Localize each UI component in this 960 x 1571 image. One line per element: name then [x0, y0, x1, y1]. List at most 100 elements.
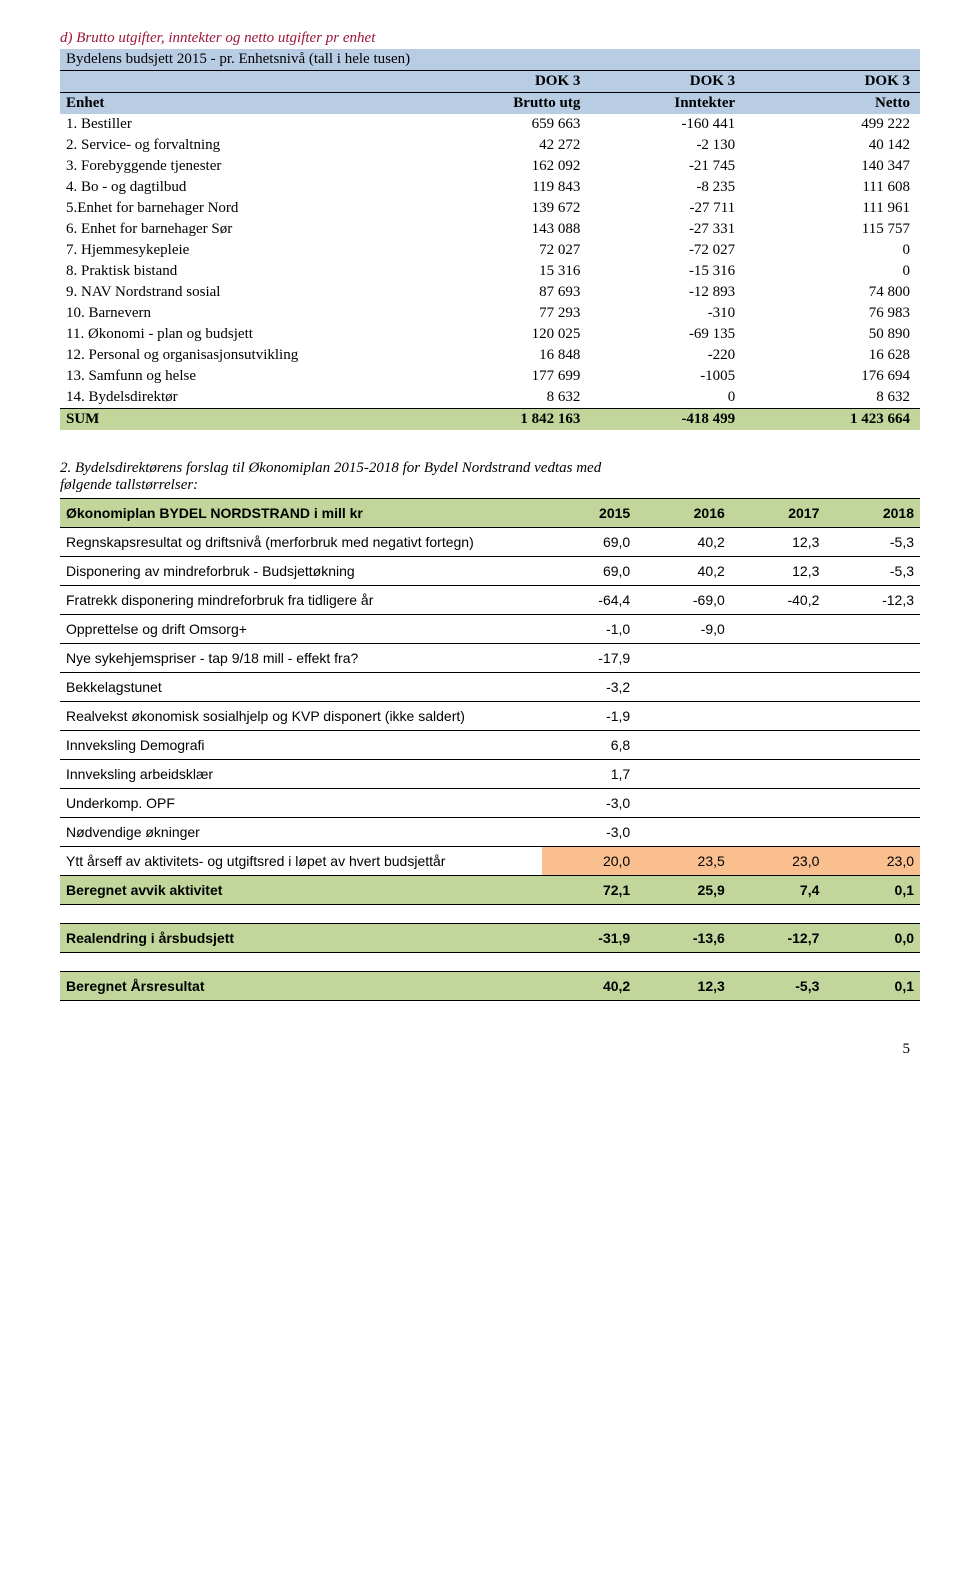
- t3-0: -31,9: [542, 924, 637, 953]
- t1-row-label: 9. NAV Nordstrand sosial: [60, 282, 456, 303]
- t2-row-val: [636, 760, 731, 789]
- t1-row-c: 76 983: [765, 303, 920, 324]
- t1-row-b: -27 331: [610, 219, 765, 240]
- t1-row-label: 4. Bo - og dagtilbud: [60, 177, 456, 198]
- t2-row-label: Underkomp. OPF: [60, 789, 542, 818]
- t1-row-label: 3. Forebyggende tjenester: [60, 156, 456, 177]
- t1-row-b: -220: [610, 345, 765, 366]
- t2-row-val: 23,5: [636, 847, 731, 876]
- t1-row-c: 115 757: [765, 219, 920, 240]
- table-row: 9. NAV Nordstrand sosial87 693-12 89374 …: [60, 282, 920, 303]
- table-row: Bekkelagstunet-3,2: [60, 673, 920, 702]
- t2-row-val: [731, 789, 826, 818]
- t2-year-1: 2016: [636, 499, 731, 528]
- t2-row-val: -1,9: [542, 702, 637, 731]
- t2-row-val: -69,0: [636, 586, 731, 615]
- t2-row-val: [731, 702, 826, 731]
- t2-row-val: [731, 673, 826, 702]
- t2-row-val: [731, 760, 826, 789]
- t2-row-val: [636, 789, 731, 818]
- t1-row-label: 10. Barnevern: [60, 303, 456, 324]
- t2-row-label: Ytt årseff av aktivitets- og utgiftsred …: [60, 847, 542, 876]
- t2-row-label: Opprettelse og drift Omsorg+: [60, 615, 542, 644]
- t2-row-val: 12,3: [731, 557, 826, 586]
- table-row: 14. Bydelsdirektør8 63208 632: [60, 387, 920, 409]
- t2-row-val: 40,2: [636, 528, 731, 557]
- t2-row-val: [636, 702, 731, 731]
- aarsresultat-table: Beregnet Årsresultat 40,2 12,3 -5,3 0,1: [60, 971, 920, 1001]
- table-row: Nye sykehjemspriser - tap 9/18 mill - ef…: [60, 644, 920, 673]
- t1-row-a: 15 316: [456, 261, 611, 282]
- t4-1: 12,3: [636, 972, 731, 1001]
- t2-row-val: 69,0: [542, 528, 637, 557]
- table-row: Fratrekk disponering mindreforbruk fra t…: [60, 586, 920, 615]
- t4-2: -5,3: [731, 972, 826, 1001]
- t1-row-label: 12. Personal og organisasjonsutvikling: [60, 345, 456, 366]
- t2-row-label: Innveksling arbeidsklær: [60, 760, 542, 789]
- t2-header-label: Økonomiplan BYDEL NORDSTRAND i mill kr: [60, 499, 542, 528]
- table-row: Ytt årseff av aktivitets- og utgiftsred …: [60, 847, 920, 876]
- t4-3: 0,1: [825, 972, 920, 1001]
- t2-row-val: [825, 673, 920, 702]
- table-row: Regnskapsresultat og driftsnivå (merforb…: [60, 528, 920, 557]
- t1-col-netto: Netto: [765, 93, 920, 115]
- t1-row-c: 40 142: [765, 135, 920, 156]
- t2-row-label: Regnskapsresultat og driftsnivå (merforb…: [60, 528, 542, 557]
- t1-row-a: 143 088: [456, 219, 611, 240]
- t2-row-val: [825, 789, 920, 818]
- t2-row-val: [636, 673, 731, 702]
- t2-row-val: -9,0: [636, 615, 731, 644]
- t2-row-label: Fratrekk disponering mindreforbruk fra t…: [60, 586, 542, 615]
- t2-row-val: 69,0: [542, 557, 637, 586]
- t1-col-inntekter: Inntekter: [610, 93, 765, 115]
- table-row: Disponering av mindreforbruk - Budsjettø…: [60, 557, 920, 586]
- t1-row-b: -21 745: [610, 156, 765, 177]
- table-row: 12. Personal og organisasjonsutvikling 16…: [60, 345, 920, 366]
- t1-row-c: 16 628: [765, 345, 920, 366]
- t1-row-b: -72 027: [610, 240, 765, 261]
- t2-row-label: Nye sykehjemspriser - tap 9/18 mill - ef…: [60, 644, 542, 673]
- table-row: 11. Økonomi - plan og budsjett120 025-69…: [60, 324, 920, 345]
- t1-row-label: 14. Bydelsdirektør: [60, 387, 456, 409]
- t4-0: 40,2: [542, 972, 637, 1001]
- table-row: 4. Bo - og dagtilbud119 843-8 235111 608: [60, 177, 920, 198]
- t1-row-c: 499 222: [765, 114, 920, 135]
- t1-col-enhet: Enhet: [60, 93, 456, 115]
- t2-row-val: -64,4: [542, 586, 637, 615]
- t3-1: -13,6: [636, 924, 731, 953]
- t2-year-2: 2017: [731, 499, 826, 528]
- t1-row-a: 177 699: [456, 366, 611, 387]
- t2-row-val: [825, 615, 920, 644]
- t2-row-label: Nødvendige økninger: [60, 818, 542, 847]
- t1-col-brutto: Brutto utg: [456, 93, 611, 115]
- t1-row-a: 72 027: [456, 240, 611, 261]
- t2-row-val: 20,0: [542, 847, 637, 876]
- t2-row-val: 1,7: [542, 760, 637, 789]
- t1-row-c: 0: [765, 240, 920, 261]
- t1-row-c: 111 961: [765, 198, 920, 219]
- t2-row-val: -5,3: [825, 528, 920, 557]
- realendring-table: Realendring i årsbudsjett -31,9 -13,6 -1…: [60, 923, 920, 953]
- okonomiplan-table: Økonomiplan BYDEL NORDSTRAND i mill kr 2…: [60, 498, 920, 905]
- t1-row-c: 8 632: [765, 387, 920, 409]
- t2-sum-3: 0,1: [825, 876, 920, 905]
- t2-row-val: -40,2: [731, 586, 826, 615]
- t2-row-val: 12,3: [731, 528, 826, 557]
- t1-row-label: 11. Økonomi - plan og budsjett: [60, 324, 456, 345]
- t3-2: -12,7: [731, 924, 826, 953]
- t2-row-val: [731, 818, 826, 847]
- table-row: Underkomp. OPF-3,0: [60, 789, 920, 818]
- table-row: Nødvendige økninger-3,0: [60, 818, 920, 847]
- t2-row-val: [731, 731, 826, 760]
- table-row: 13. Samfunn og helse177 699-1005176 694: [60, 366, 920, 387]
- t1-row-label: 8. Praktisk bistand: [60, 261, 456, 282]
- page-number: 5: [60, 1041, 920, 1058]
- t2-row-val: [825, 731, 920, 760]
- t1-row-a: 87 693: [456, 282, 611, 303]
- sec2-title-l1: 2. Bydelsdirektørens forslag til Økonomi…: [60, 460, 601, 476]
- t2-row-val: 6,8: [542, 731, 637, 760]
- t1-row-label: 1. Bestiller: [60, 114, 456, 135]
- t2-row-val: [731, 644, 826, 673]
- t2-row-val: [731, 615, 826, 644]
- t1-row-a: 119 843: [456, 177, 611, 198]
